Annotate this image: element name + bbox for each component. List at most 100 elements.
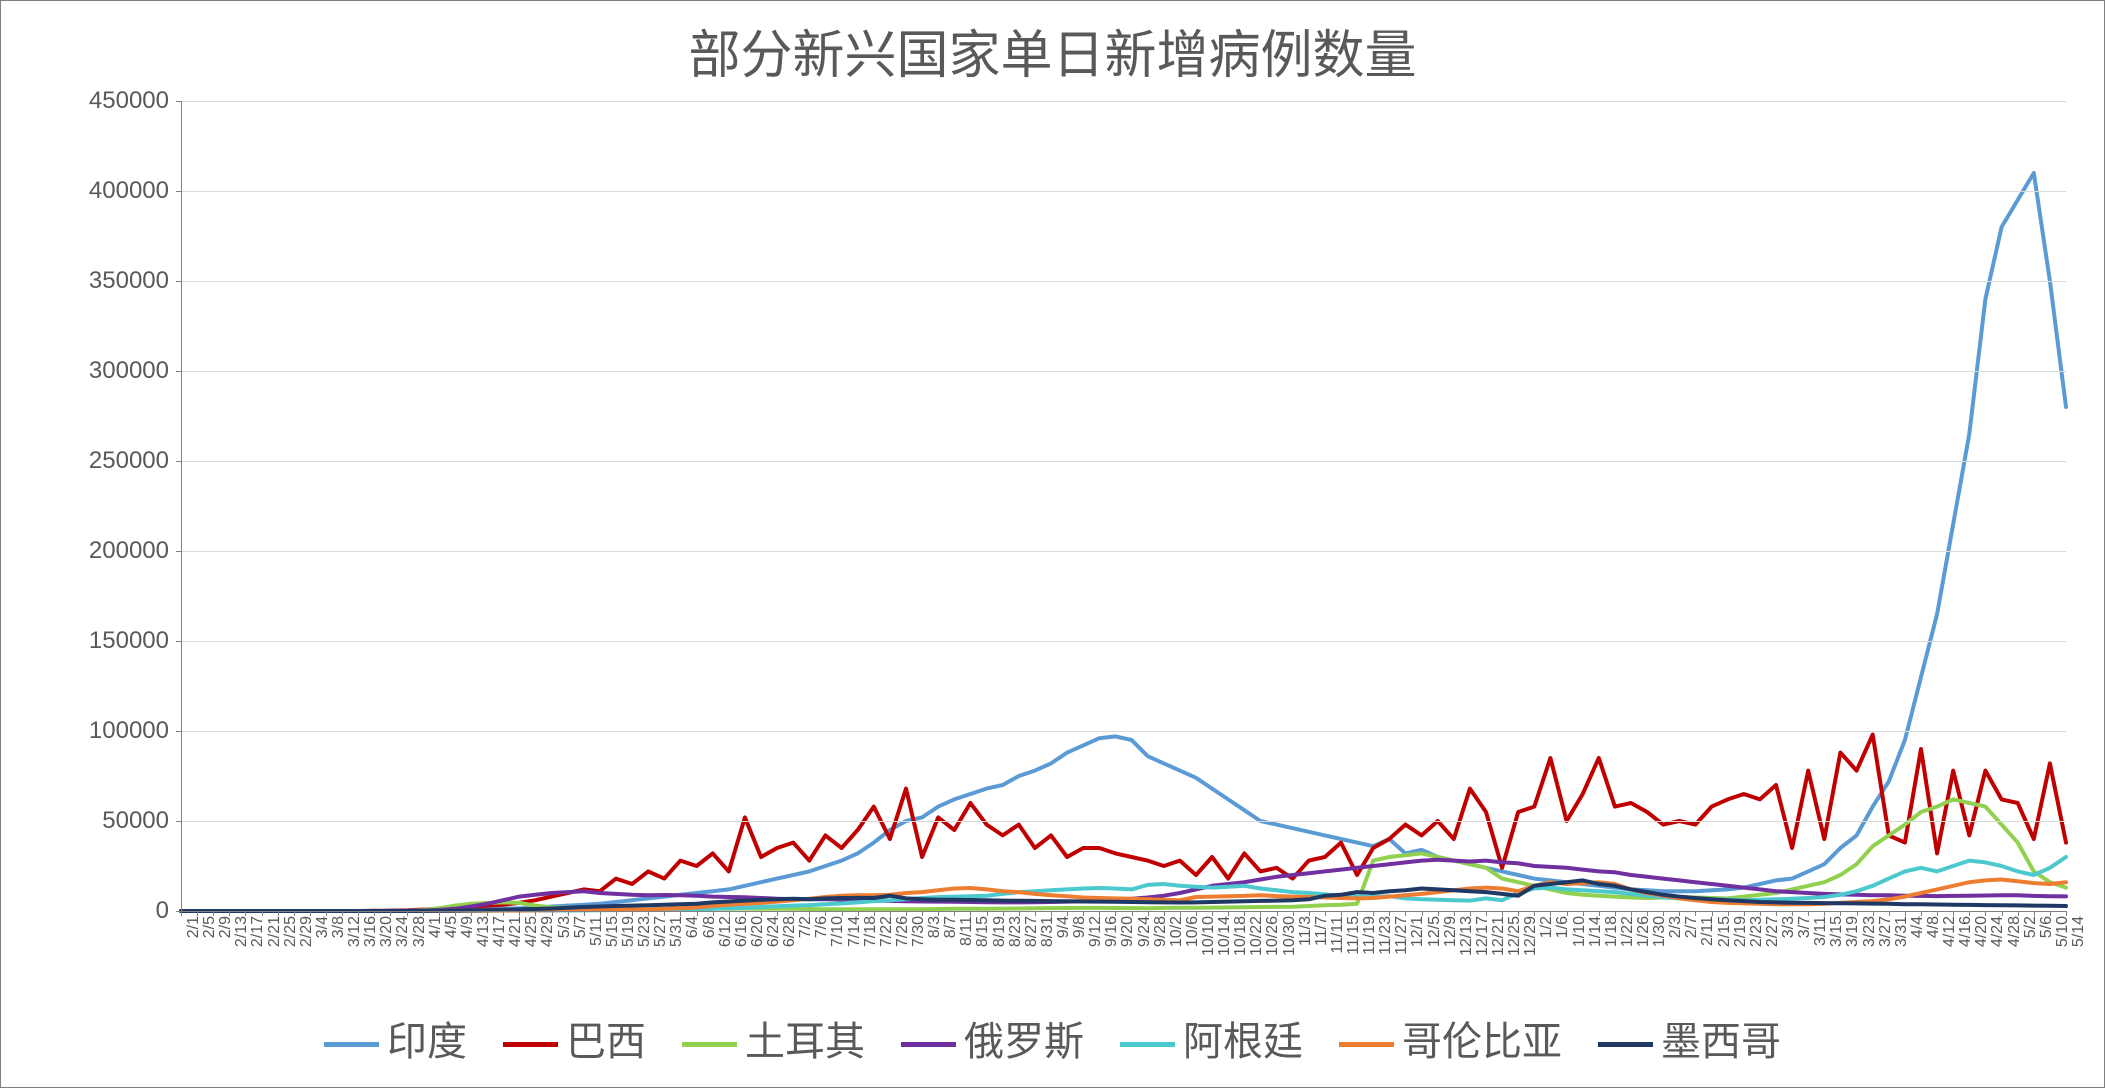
x-axis-label: 12/1 bbox=[1409, 916, 1427, 947]
x-tick-mark bbox=[777, 911, 778, 916]
x-tick-mark bbox=[1679, 911, 1680, 916]
x-axis-label: 1/14 bbox=[1587, 916, 1605, 947]
x-axis-label: 10/30 bbox=[1281, 916, 1299, 956]
x-tick-mark bbox=[2002, 911, 2003, 916]
x-tick-mark bbox=[680, 911, 681, 916]
x-tick-mark bbox=[1824, 911, 1825, 916]
legend-swatch bbox=[1120, 1042, 1175, 1047]
x-tick-mark bbox=[1003, 911, 1004, 916]
x-axis-label: 5/14 bbox=[2070, 916, 2088, 947]
x-tick-mark bbox=[1470, 911, 1471, 916]
x-tick-mark bbox=[439, 911, 440, 916]
x-axis-label: 3/23 bbox=[1861, 916, 1879, 947]
x-tick-mark bbox=[1260, 911, 1261, 916]
x-tick-mark bbox=[1357, 911, 1358, 916]
x-tick-mark bbox=[745, 911, 746, 916]
x-tick-mark bbox=[2034, 911, 2035, 916]
x-tick-mark bbox=[197, 911, 198, 916]
line-series-svg bbox=[181, 101, 2066, 911]
legend-label: 阿根廷 bbox=[1183, 1020, 1303, 1064]
y-axis-label: 250000 bbox=[9, 447, 169, 475]
x-tick-mark bbox=[1663, 911, 1664, 916]
x-tick-mark bbox=[1921, 911, 1922, 916]
x-tick-mark bbox=[1244, 911, 1245, 916]
x-tick-mark bbox=[713, 911, 714, 916]
x-tick-mark bbox=[1502, 911, 1503, 916]
x-tick-mark bbox=[600, 911, 601, 916]
x-tick-mark bbox=[858, 911, 859, 916]
x-tick-mark bbox=[1647, 911, 1648, 916]
x-tick-mark bbox=[1985, 911, 1986, 916]
x-tick-mark bbox=[471, 911, 472, 916]
x-tick-mark bbox=[407, 911, 408, 916]
x-tick-mark bbox=[229, 911, 230, 916]
plot-area: 2/12/52/92/132/172/212/252/293/43/83/123… bbox=[181, 101, 2066, 911]
x-axis-label: 6/4 bbox=[684, 916, 702, 938]
legend-item: 阿根廷 bbox=[1120, 1009, 1303, 1067]
x-tick-mark bbox=[954, 911, 955, 916]
x-tick-mark bbox=[1599, 911, 1600, 916]
x-tick-mark bbox=[1953, 911, 1954, 916]
x-tick-mark bbox=[1905, 911, 1906, 916]
legend-label: 俄罗斯 bbox=[964, 1020, 1084, 1064]
legend-item: 墨西哥 bbox=[1598, 1009, 1781, 1067]
x-tick-mark bbox=[519, 911, 520, 916]
series-line bbox=[181, 173, 2066, 911]
x-tick-mark bbox=[987, 911, 988, 916]
y-axis bbox=[181, 101, 182, 911]
grid-line bbox=[181, 281, 2066, 282]
y-axis-label: 100000 bbox=[9, 717, 169, 745]
x-tick-mark bbox=[568, 911, 569, 916]
legend-label: 印度 bbox=[387, 1020, 467, 1064]
x-tick-mark bbox=[1857, 911, 1858, 916]
x-tick-mark bbox=[1212, 911, 1213, 916]
legend-label: 土耳其 bbox=[745, 1020, 865, 1064]
x-tick-mark bbox=[294, 911, 295, 916]
x-tick-mark bbox=[1099, 911, 1100, 916]
x-axis-label: 6/8 bbox=[701, 916, 719, 938]
x-axis-label: 3/19 bbox=[1844, 916, 1862, 947]
x-tick-mark bbox=[825, 911, 826, 916]
x-axis-label: 4/1 bbox=[427, 916, 445, 938]
legend-swatch bbox=[1339, 1042, 1394, 1047]
x-tick-mark bbox=[1728, 911, 1729, 916]
x-axis-label: 3/27 bbox=[1877, 916, 1895, 947]
x-axis-label: 9/20 bbox=[1119, 916, 1137, 947]
x-axis-label: 11/3 bbox=[1297, 916, 1315, 946]
grid-line bbox=[181, 821, 2066, 822]
legend-label: 墨西哥 bbox=[1661, 1020, 1781, 1064]
y-axis-label: 200000 bbox=[9, 537, 169, 565]
x-axis-label: 9/28 bbox=[1152, 916, 1170, 947]
grid-line bbox=[181, 461, 2066, 462]
x-tick-mark bbox=[1196, 911, 1197, 916]
legend-item: 土耳其 bbox=[682, 1009, 865, 1067]
x-axis-label: 7/10 bbox=[829, 916, 847, 947]
grid-line bbox=[181, 371, 2066, 372]
x-tick-mark bbox=[1760, 911, 1761, 916]
x-axis-label: 3/24 bbox=[394, 916, 412, 947]
legend-item: 印度 bbox=[324, 1009, 467, 1067]
grid-line bbox=[181, 191, 2066, 192]
x-tick-mark bbox=[213, 911, 214, 916]
x-axis-label: 8/15 bbox=[974, 916, 992, 947]
legend-swatch bbox=[503, 1042, 558, 1047]
x-tick-mark bbox=[1615, 911, 1616, 916]
x-tick-mark bbox=[2018, 911, 2019, 916]
x-tick-mark bbox=[1840, 911, 1841, 916]
x-axis-label: 1/10 bbox=[1571, 916, 1589, 947]
x-axis-label: 5/2 bbox=[2022, 916, 2040, 938]
x-tick-mark bbox=[874, 911, 875, 916]
x-tick-mark bbox=[2066, 911, 2067, 916]
x-tick-mark bbox=[1373, 911, 1374, 916]
x-tick-mark bbox=[1534, 911, 1535, 916]
grid-line bbox=[181, 641, 2066, 642]
x-axis-label: 2/17 bbox=[249, 916, 267, 947]
x-axis-label: 1/6 bbox=[1554, 916, 1572, 938]
x-axis-label: 2/11 bbox=[1699, 916, 1717, 946]
x-axis-label: 8/23 bbox=[1007, 916, 1025, 947]
x-tick-mark bbox=[761, 911, 762, 916]
x-axis-label: 2/19 bbox=[1732, 916, 1750, 947]
y-axis-label: 50000 bbox=[9, 807, 169, 835]
x-tick-mark bbox=[697, 911, 698, 916]
x-tick-mark bbox=[1631, 911, 1632, 916]
